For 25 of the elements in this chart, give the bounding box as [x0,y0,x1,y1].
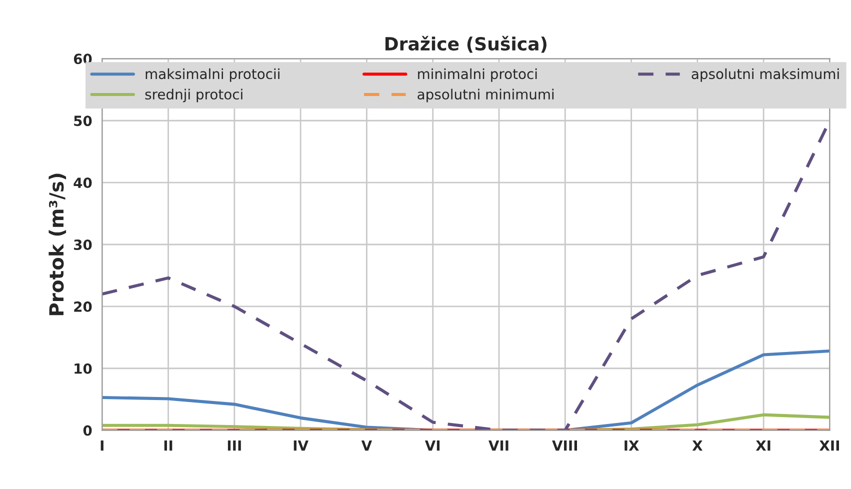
legend-label: apsolutni minimumi [418,88,554,102]
x-tick-label: XI [756,440,770,451]
y-tick-label: 20 [74,301,92,312]
y-tick-label: 50 [74,116,92,126]
x-tick-label: I [100,440,104,451]
x-tick-label: VII [488,440,508,451]
x-tick-label: V [361,440,372,451]
y-tick-label: 40 [74,178,92,188]
chart-title: Dražice (Sušica) [385,36,546,53]
x-tick-label: VI [424,440,440,451]
legend-label: maksimalni protocii [146,68,280,82]
y-tick-label: 10 [74,363,92,374]
x-tick-label: VIII [552,440,577,451]
y-tick-label: 30 [74,239,92,250]
x-tick-label: IX [624,440,639,451]
legend-label: apsolutni maksimumi [692,68,839,82]
x-tick-label: IV [294,440,308,451]
legend-label: minimalni protoci [418,68,537,82]
x-tick-label: X [692,440,703,451]
x-tick-label: II [164,440,172,451]
y-tick-label: 0 [83,425,92,436]
y-axis-title: Protok (m³/s) [48,174,66,316]
legend-label: srednji protoci [145,88,242,102]
x-tick-label: III [228,440,241,451]
x-tick-label: XII [819,440,839,451]
